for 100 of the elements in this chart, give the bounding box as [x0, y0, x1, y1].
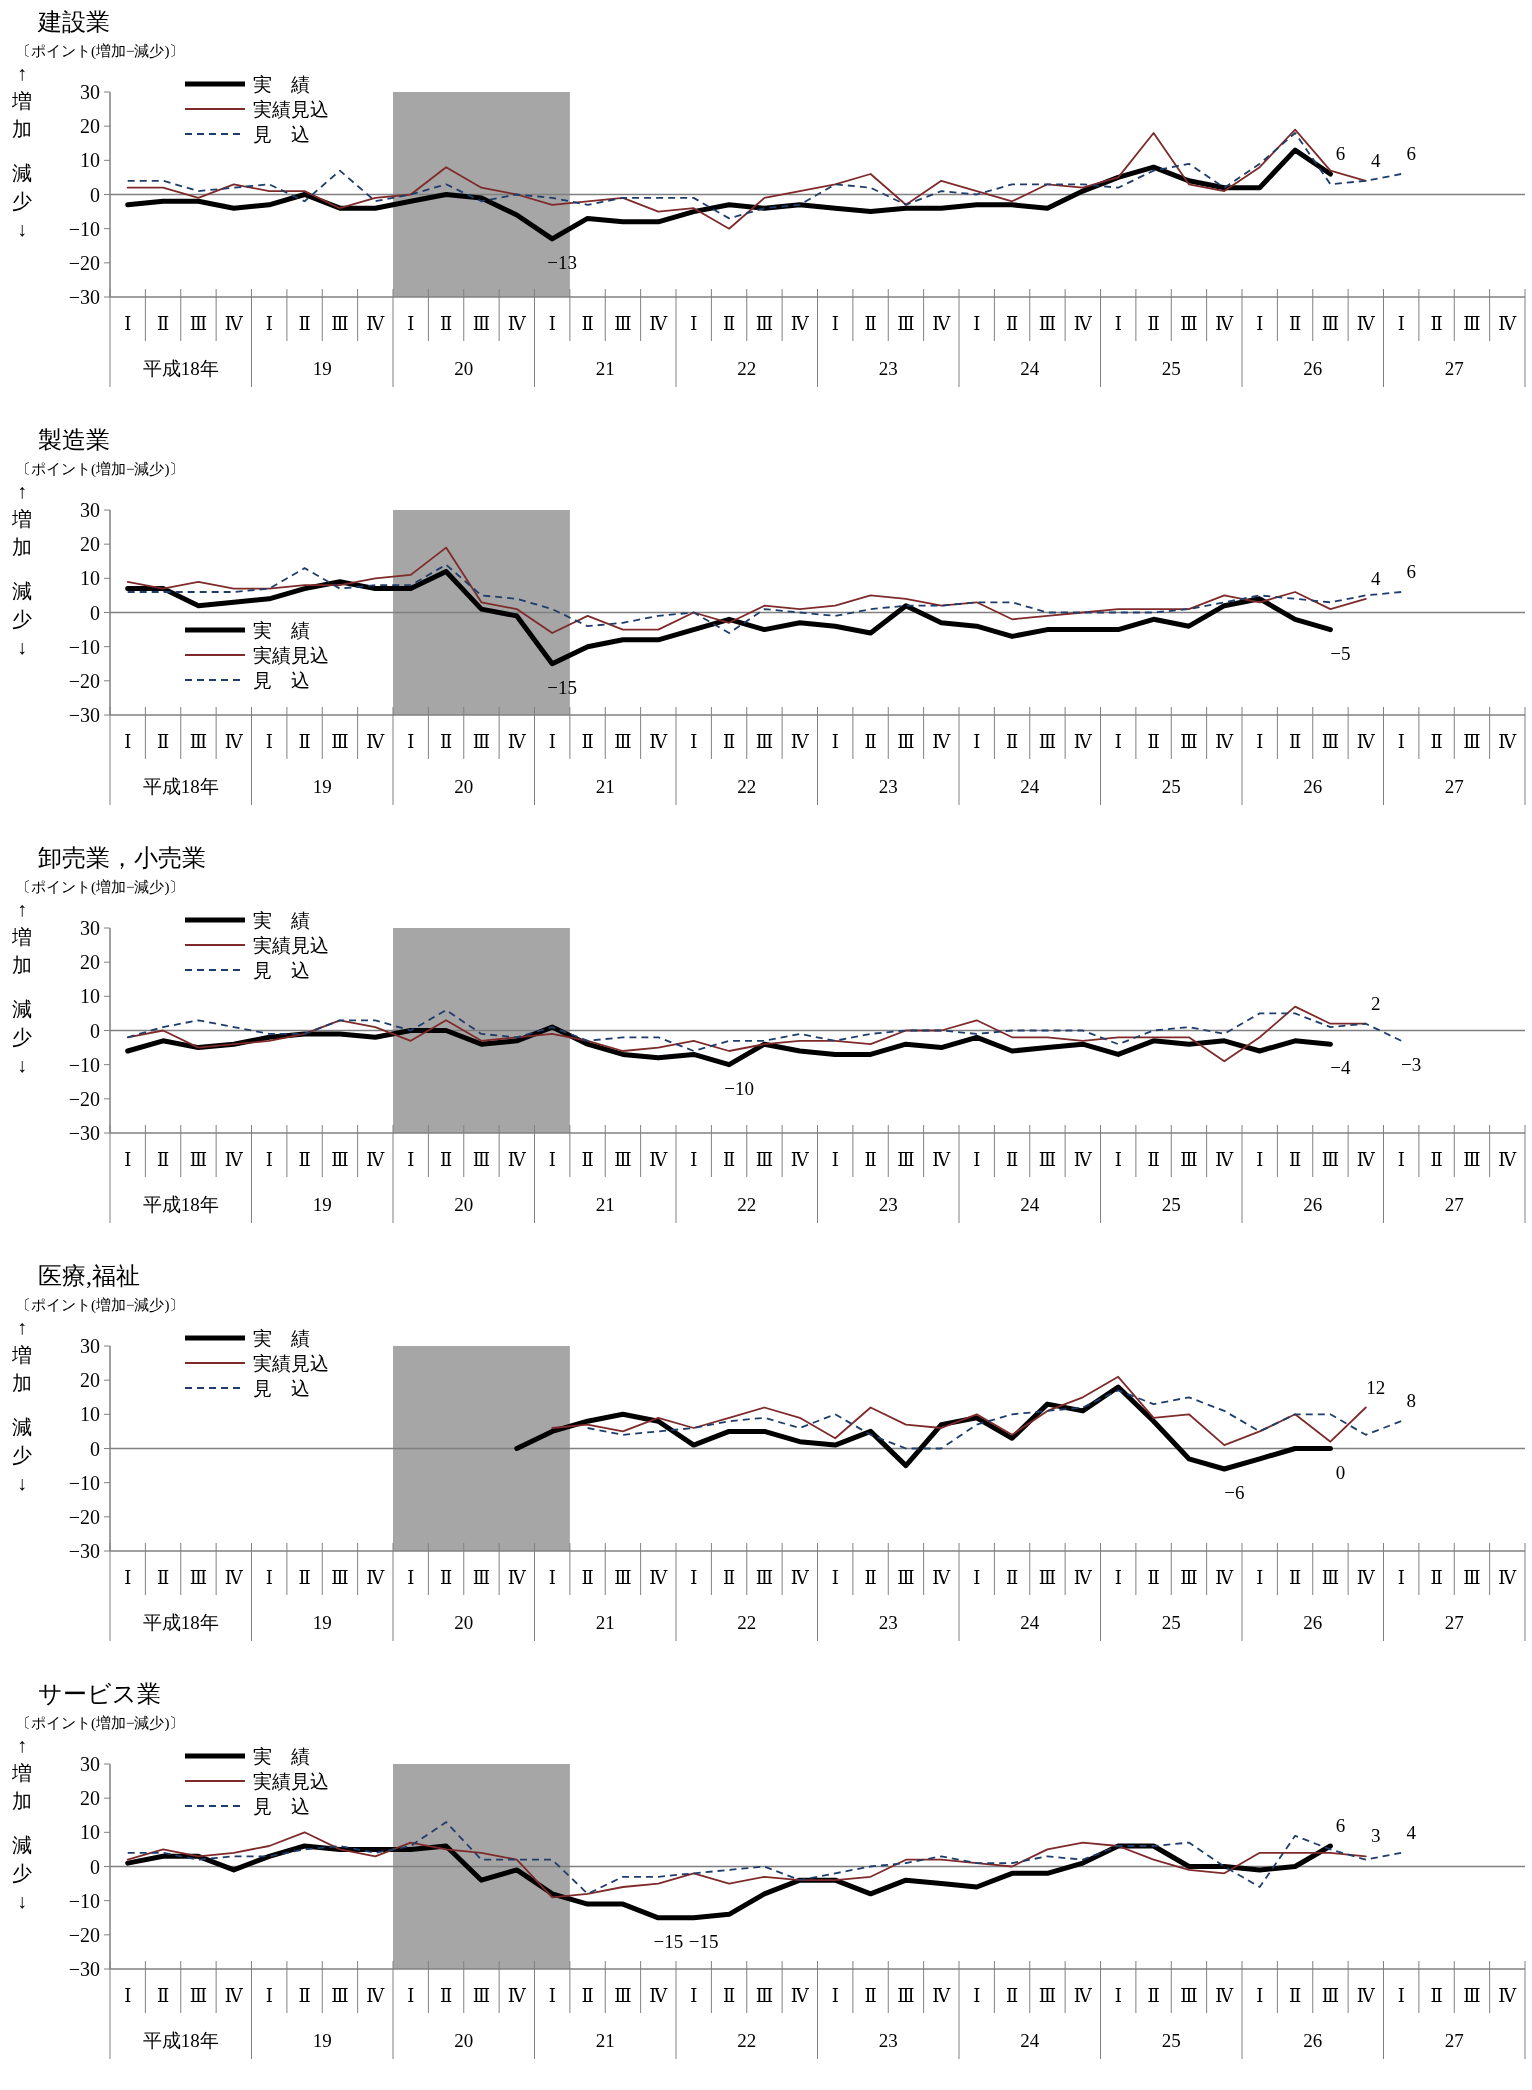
x-tick-label: Ⅰ [1256, 1568, 1264, 1588]
x-tick-label: Ⅲ [755, 1986, 774, 2006]
y-tick-label: 30 [80, 1753, 100, 1775]
line-series [126, 1821, 1403, 1895]
text: 22 [737, 1194, 757, 1215]
x-tick-label: Ⅳ [1498, 314, 1518, 334]
x-tick-label: Ⅱ [1288, 1568, 1302, 1588]
text: 20 [454, 776, 474, 797]
text: 21 [595, 1612, 615, 1633]
y-tick-label: −10 [68, 635, 100, 658]
y-tick-label: −30 [68, 1540, 100, 1562]
x-tick-label: Ⅳ [224, 1986, 244, 2006]
text: 26 [1303, 2030, 1323, 2051]
x-tick-label: Ⅲ [897, 1986, 915, 2006]
y-tick-label: −30 [68, 1958, 100, 1980]
x-tick-label: Ⅲ [897, 1568, 915, 1588]
text: 23 [878, 776, 898, 797]
x-tick-label: Ⅱ [1147, 1150, 1160, 1170]
text: ↑増加 [11, 898, 32, 976]
y-tick-label: 30 [80, 917, 100, 939]
y-tick-label: −10 [68, 1889, 100, 1912]
x-tick-label: Ⅳ [366, 732, 386, 752]
x-tick-label: Ⅰ [124, 1986, 132, 2006]
text: 平成18年 [142, 776, 219, 797]
x-tick-label: Ⅲ [1463, 314, 1481, 334]
y-tick-label: −10 [68, 217, 100, 240]
x-tick-label: Ⅲ [472, 1568, 491, 1588]
legend-label: 実績見込 [253, 99, 329, 120]
x-tick-label: Ⅳ [1073, 1986, 1093, 2006]
x-tick-label: Ⅲ [472, 1986, 491, 2006]
data-label: 6 [1406, 143, 1416, 164]
text: 減少↓ [12, 998, 32, 1076]
legend-label: 実 績 [253, 74, 310, 95]
y-tick-label: 0 [90, 1855, 100, 1878]
y-tick-label: 10 [80, 567, 100, 590]
x-tick-label: Ⅲ [1180, 1150, 1198, 1170]
x-tick-label: Ⅱ [581, 1986, 594, 2006]
x-tick-label: Ⅱ [864, 732, 877, 752]
x-tick-label: Ⅳ [1073, 314, 1093, 334]
text: 22 [737, 1612, 757, 1633]
x-tick-label: Ⅲ [755, 1568, 774, 1588]
data-label: 3 [1371, 1825, 1381, 1847]
x-tick-label: Ⅱ [439, 314, 453, 334]
x-tick-label: Ⅰ [548, 732, 556, 752]
text: 24 [1020, 776, 1040, 797]
x-tick-label: Ⅱ [722, 314, 736, 334]
y-tick-label: −20 [68, 1923, 100, 1946]
x-tick-label: Ⅰ [831, 1150, 839, 1170]
x-tick-label: Ⅱ [581, 1150, 594, 1170]
x-tick-label: Ⅱ [722, 1986, 736, 2006]
data-label: 6 [1335, 143, 1346, 164]
text: 25 [1161, 776, 1181, 797]
x-tick-label: Ⅰ [973, 732, 981, 752]
x-tick-label: Ⅲ [189, 314, 208, 334]
x-tick-label: Ⅲ [1463, 1568, 1481, 1588]
x-tick-label: Ⅱ [1005, 1150, 1019, 1170]
x-tick-label: Ⅱ [156, 1150, 170, 1170]
x-tick-label: Ⅰ [124, 1150, 132, 1170]
x-tick-label: Ⅲ [189, 1568, 208, 1588]
x-tick-label: Ⅰ [831, 1568, 839, 1588]
x-tick-label: Ⅰ [1397, 1150, 1405, 1170]
legend-label: 見 込 [253, 670, 310, 691]
x-tick-label: Ⅱ [581, 1568, 594, 1588]
text: 19 [312, 1194, 332, 1215]
y-tick-label: 0 [90, 1019, 100, 1042]
y-tick-label: 10 [80, 1821, 100, 1844]
text: 19 [312, 2030, 332, 2051]
x-tick-label: Ⅳ [932, 1150, 952, 1170]
x-tick-label: Ⅱ [439, 1568, 453, 1588]
x-tick-label: Ⅱ [1005, 1568, 1019, 1588]
x-tick-label: Ⅱ [1147, 1568, 1160, 1588]
text: 21 [595, 1194, 615, 1215]
data-label: 12 [1366, 1376, 1386, 1398]
x-tick-label: Ⅰ [973, 314, 981, 334]
x-tick-label: Ⅱ [298, 732, 311, 752]
text: 25 [1161, 2030, 1181, 2051]
text: 24 [1020, 2030, 1040, 2051]
y-tick-label: 20 [80, 115, 100, 138]
text: 24 [1020, 358, 1040, 379]
x-tick-label: Ⅳ [1215, 314, 1235, 334]
x-tick-label: Ⅰ [690, 1986, 698, 2006]
x-tick-label: Ⅲ [1038, 1568, 1057, 1588]
x-tick-label: Ⅱ [298, 314, 311, 334]
text: 20 [454, 2030, 474, 2051]
x-tick-label: Ⅱ [581, 314, 594, 334]
x-tick-label: Ⅱ [298, 1986, 311, 2006]
x-tick-label: Ⅲ [472, 314, 491, 334]
x-tick-label: Ⅲ [1321, 314, 1340, 334]
y-tick-label: −30 [68, 1122, 100, 1144]
x-tick-label: Ⅲ [755, 314, 774, 334]
x-tick-label: Ⅳ [649, 1150, 669, 1170]
y-tick-label: −20 [68, 669, 100, 692]
text: 26 [1303, 358, 1323, 379]
data-label: 6 [1335, 1815, 1346, 1836]
text: 24 [1020, 1612, 1040, 1633]
x-tick-label: Ⅰ [265, 1568, 273, 1588]
chart-title: 医療,福祉 [38, 1263, 140, 1289]
x-tick-label: Ⅲ [897, 1150, 915, 1170]
x-tick-label: Ⅲ [1180, 1568, 1198, 1588]
x-tick-label: Ⅳ [224, 1150, 244, 1170]
